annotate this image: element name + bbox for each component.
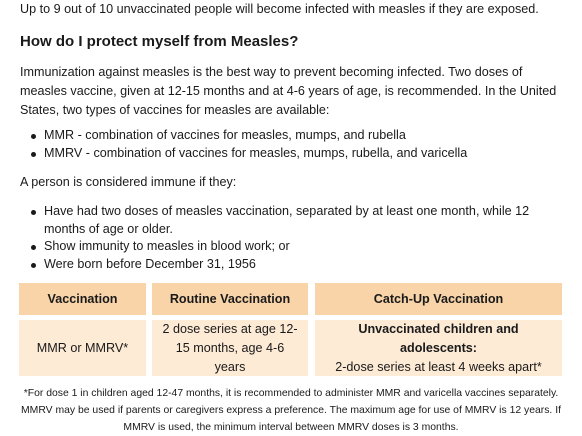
table-header: Vaccination — [19, 283, 146, 315]
cell-text: 2 dose series at age 12-15 months, age 4… — [162, 321, 298, 374]
list-item: MMR - combination of vaccines for measle… — [20, 127, 570, 145]
vaccine-list: MMR - combination of vaccines for measle… — [20, 127, 570, 162]
cell-title: Unvaccinated children and adolescents: — [358, 321, 519, 355]
paragraph: Immunization against measles is the best… — [20, 65, 557, 117]
intro-text: Up to 9 out of 10 unvaccinated people wi… — [20, 2, 539, 16]
table-cell: MMR or MMRV* — [19, 320, 146, 376]
list-item: Were born before December 31, 1956 — [20, 256, 560, 274]
immune-list: Have had two doses of measles vaccinatio… — [20, 203, 560, 273]
heading: How do I protect myself from Measles? — [20, 33, 299, 50]
list-item: MMRV - combination of vaccines for measl… — [20, 145, 570, 163]
table-header: Catch-Up Vaccination — [315, 283, 562, 315]
paragraph: A person is considered immune if they: — [20, 175, 237, 189]
cell-text: MMR or MMRV* — [36, 340, 129, 355]
list-item: Show immunity to measles in blood work; … — [20, 238, 560, 256]
list-item: Have had two doses of measles vaccinatio… — [20, 203, 560, 238]
cell-text: 2-dose series at least 4 weeks apart* — [335, 359, 542, 374]
table-cell: Unvaccinated children and adolescents: 2… — [315, 320, 562, 376]
footnote: *For dose 1 in children aged 12-47 month… — [21, 388, 561, 433]
table-header: Routine Vaccination — [152, 283, 308, 315]
table-cell: 2 dose series at age 12-15 months, age 4… — [152, 320, 308, 376]
